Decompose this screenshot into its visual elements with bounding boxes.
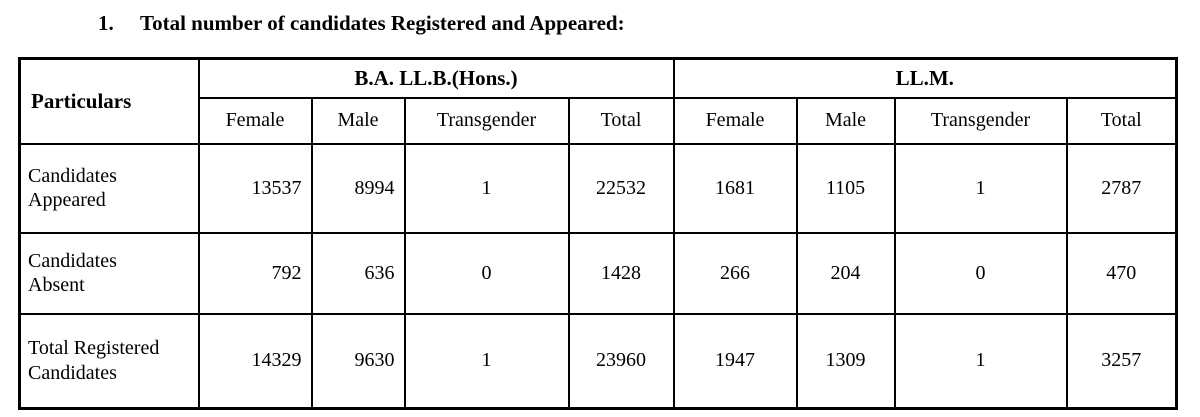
value-cell: 470 <box>1065 231 1178 315</box>
value-cell: 1 <box>403 312 570 410</box>
subheader-llm-total: Total <box>1065 96 1178 145</box>
subheader-ba-total: Total <box>567 96 675 145</box>
row-label: Total Registered Candidates <box>18 312 200 410</box>
value-cell: 266 <box>672 231 798 315</box>
value-cell: 636 <box>310 231 406 315</box>
group-header-llm: LL.M. <box>672 57 1178 99</box>
row-label: Candidates Absent <box>18 231 200 315</box>
value-cell: 1 <box>893 142 1068 234</box>
value-cell: 1 <box>403 142 570 234</box>
value-cell: 9630 <box>310 312 406 410</box>
value-cell: 0 <box>403 231 570 315</box>
group-header-row: Particulars B.A. LL.B.(Hons.) LL.M. <box>18 57 1178 145</box>
value-cell: 23960 <box>567 312 675 410</box>
row-label: Candidates Appeared <box>18 142 200 234</box>
registration-table: Particulars B.A. LL.B.(Hons.) LL.M. Fema… <box>18 57 1179 410</box>
value-cell: 22532 <box>567 142 675 234</box>
section-heading: 1. Total number of candidates Registered … <box>98 11 625 36</box>
value-cell: 0 <box>893 231 1068 315</box>
subheader-ba-female: Female <box>197 96 313 145</box>
particulars-header: Particulars <box>18 57 200 145</box>
section-number: 1. <box>98 11 114 35</box>
table-row-appeared: Candidates Appeared 13537 8994 1 22532 1… <box>18 142 1178 234</box>
value-cell: 8994 <box>310 142 406 234</box>
value-cell: 2787 <box>1065 142 1178 234</box>
section-title: Total number of candidates Registered an… <box>140 11 625 35</box>
subheader-llm-transgender: Transgender <box>893 96 1068 145</box>
subheader-llm-male: Male <box>795 96 896 145</box>
value-cell: 792 <box>197 231 313 315</box>
table-row-registered: Total Registered Candidates 14329 9630 1… <box>18 312 1178 410</box>
value-cell: 1681 <box>672 142 798 234</box>
value-cell: 1 <box>893 312 1068 410</box>
value-cell: 1428 <box>567 231 675 315</box>
value-cell: 204 <box>795 231 896 315</box>
value-cell: 13537 <box>197 142 313 234</box>
table-row-absent: Candidates Absent 792 636 0 1428 266 204… <box>18 231 1178 315</box>
subheader-row: Female Male Transgender Total Female Mal… <box>20 96 1178 145</box>
value-cell: 14329 <box>197 312 313 410</box>
subheader-llm-female: Female <box>672 96 798 145</box>
value-cell: 3257 <box>1065 312 1178 410</box>
value-cell: 1947 <box>672 312 798 410</box>
subheader-ba-transgender: Transgender <box>403 96 570 145</box>
value-cell: 1309 <box>795 312 896 410</box>
subheader-ba-male: Male <box>310 96 406 145</box>
value-cell: 1105 <box>795 142 896 234</box>
group-header-ba-llb: B.A. LL.B.(Hons.) <box>197 57 675 99</box>
